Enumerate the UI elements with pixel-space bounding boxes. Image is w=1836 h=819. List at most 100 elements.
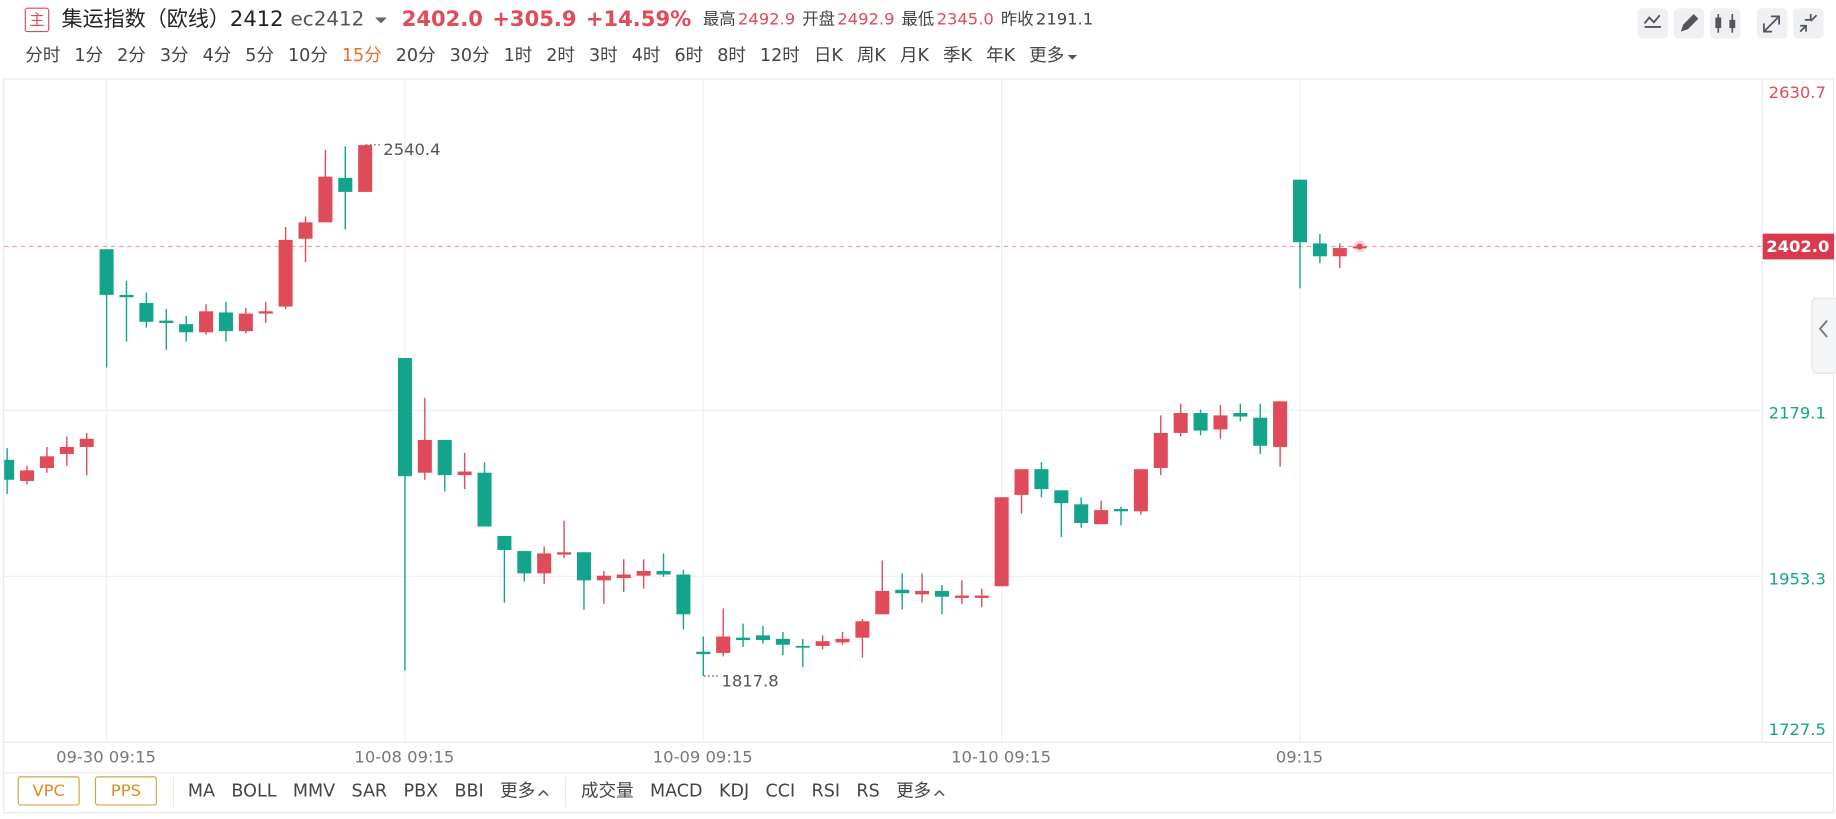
candle-body (278, 239, 293, 307)
indicator[interactable]: RSI (812, 782, 840, 802)
indicator[interactable]: SAR (351, 782, 387, 802)
indicator-boxed: PPS (111, 781, 141, 800)
header-text: 2492.9 (738, 9, 795, 28)
candle-body (318, 176, 333, 223)
indicator[interactable]: 更多 (500, 782, 535, 802)
candle-body (1094, 510, 1109, 525)
candle-body (1253, 417, 1268, 446)
toolbar (1637, 8, 1824, 39)
indicator[interactable]: KDJ (719, 782, 749, 802)
timeframe-tab[interactable]: 20分 (396, 46, 436, 66)
indicator[interactable]: CCI (766, 782, 796, 802)
timeframe-tab[interactable]: 分时 (25, 46, 60, 66)
side-toggle-box[interactable] (1811, 297, 1836, 374)
timeframe-tab[interactable]: 日K (814, 46, 844, 66)
header-text: 最高 (703, 9, 736, 28)
candle-body (716, 636, 731, 653)
timeframe-tab[interactable]: 6时 (674, 46, 703, 66)
indicator-boxed: VPC (32, 781, 64, 800)
candle-body (298, 222, 313, 239)
timeframe-tab[interactable]: 月K (900, 46, 930, 66)
timeframe-tab[interactable]: 12时 (760, 46, 800, 66)
side-toggle[interactable] (1811, 297, 1836, 374)
header-text: 2345.0 (937, 9, 994, 28)
candle-body (835, 638, 850, 643)
timeframe-tab[interactable]: 周K (857, 46, 887, 66)
candle-body (895, 589, 910, 594)
candle-body (696, 651, 711, 655)
timeframe-tab[interactable]: 8时 (717, 46, 746, 66)
candle-body (457, 471, 472, 476)
candle-body (358, 145, 373, 192)
candle-body (1173, 413, 1188, 433)
timeframe-tab[interactable]: 3分 (160, 46, 189, 66)
y-tick-label: 1953.3 (1769, 569, 1826, 588)
indicator[interactable]: 成交量 (581, 782, 634, 802)
candle-body (179, 324, 194, 333)
tool-button[interactable] (1637, 8, 1668, 39)
expand-caret (538, 789, 549, 797)
live-dot (1356, 243, 1363, 250)
timeframe-tab[interactable]: 3时 (589, 46, 618, 66)
candle-body (517, 551, 532, 574)
candle-body (119, 294, 134, 298)
timeframe-tab[interactable]: 2时 (546, 46, 575, 66)
timeframe-tab[interactable]: 季K (943, 46, 973, 66)
candle-body (557, 552, 572, 555)
timeframe-tab[interactable]: 2分 (117, 46, 146, 66)
header-text: 昨收 (1001, 9, 1034, 28)
candle-body (1193, 413, 1208, 431)
candle-body (1273, 401, 1288, 447)
candle-body (1233, 413, 1248, 417)
indicator[interactable]: BOLL (231, 782, 276, 802)
indicator[interactable]: MA (188, 782, 215, 802)
indicator[interactable]: PBX (404, 782, 439, 802)
candle-body (1113, 508, 1129, 512)
candle-body (497, 535, 512, 550)
timeframe-tab[interactable]: 15分 (342, 46, 382, 66)
candle-body (755, 635, 770, 641)
indicator-box[interactable] (94, 776, 157, 806)
indicator[interactable]: MACD (650, 782, 703, 802)
tool-icon (1680, 14, 1699, 32)
candle-body (775, 638, 790, 645)
timeframe-tab[interactable]: 4分 (203, 46, 232, 66)
extreme-label: 1817.8 (721, 671, 778, 690)
badge: 主 (29, 11, 44, 29)
header-text: 2402.0 (402, 6, 483, 31)
indicator-box[interactable] (17, 776, 80, 806)
indicator[interactable]: 更多 (896, 782, 931, 802)
header-text: 集运指数（欧线）2412 (62, 6, 284, 31)
x-tick-label: 09-30 09:15 (56, 748, 156, 767)
timeframe-tab[interactable]: 4时 (632, 46, 661, 66)
candle-body (537, 553, 552, 574)
candle-body (397, 358, 412, 477)
tool-icon (1729, 19, 1736, 29)
timeframe-tab[interactable]: 10分 (288, 46, 328, 66)
candle-body (1292, 179, 1308, 243)
candle-body (795, 645, 810, 648)
code-caret[interactable] (375, 17, 387, 24)
timeframe-tab[interactable]: 30分 (450, 46, 490, 66)
candle-body (954, 595, 969, 598)
timeframe-tab[interactable]: 5分 (245, 46, 274, 66)
candle-body (1133, 469, 1148, 512)
tool-button[interactable] (1710, 8, 1741, 39)
timeframe-tab[interactable]: 年K (986, 46, 1016, 66)
timeframe-tab[interactable]: 更多 (1029, 46, 1064, 66)
header-text: 最低 (902, 9, 935, 28)
indicator[interactable]: BBI (455, 782, 484, 802)
timeframe-tab[interactable]: 1分 (74, 46, 103, 66)
indicator[interactable]: RS (856, 782, 879, 802)
candle-body (1332, 248, 1347, 257)
candle-body (218, 312, 233, 332)
tool-button[interactable] (1793, 8, 1824, 39)
candle-body (1014, 469, 1029, 495)
candle-body (1034, 469, 1049, 490)
indicator[interactable]: MMV (293, 782, 335, 802)
timeframe-tab[interactable]: 1时 (504, 46, 533, 66)
header-text: 2492.9 (837, 9, 894, 28)
header-text: +305.9 (492, 6, 576, 31)
candle-body (437, 439, 452, 476)
candle-body (238, 313, 253, 332)
